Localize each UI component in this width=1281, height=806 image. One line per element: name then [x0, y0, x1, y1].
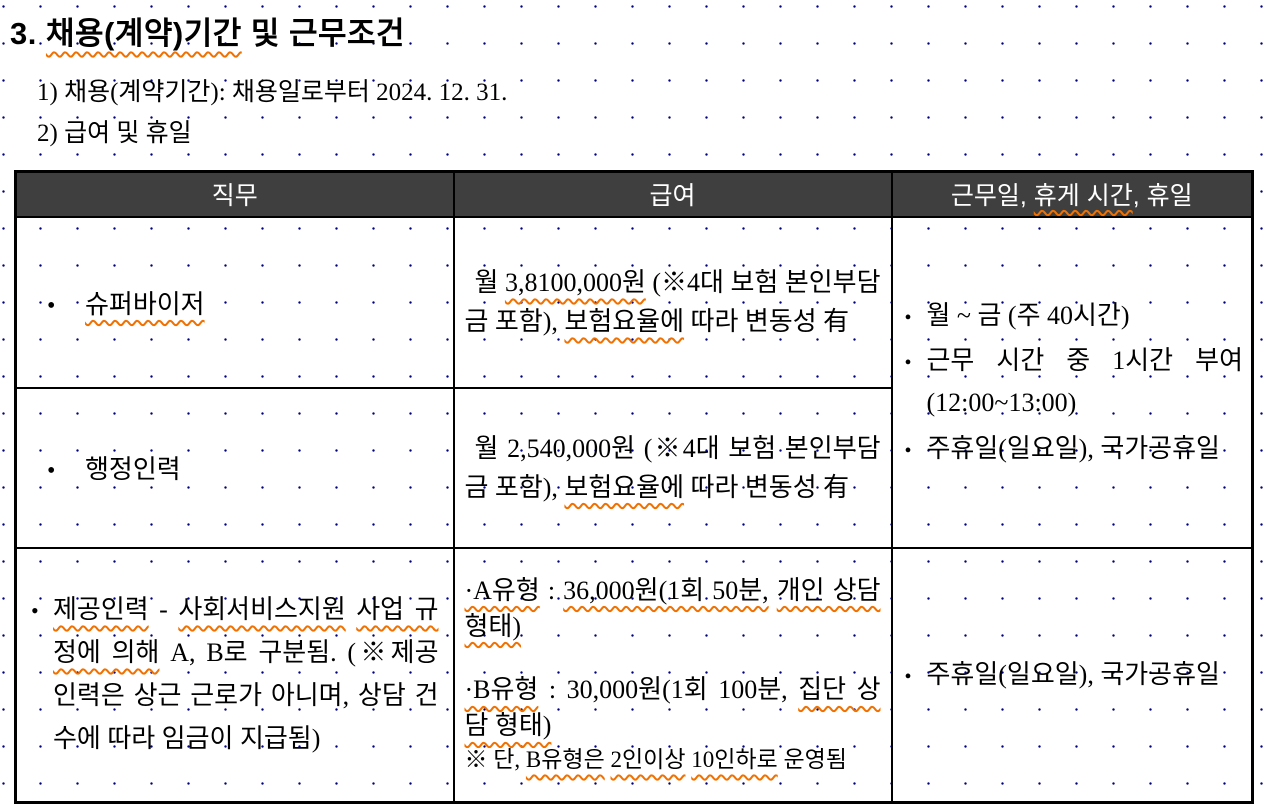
schedule-item-break: 근무 시간 중 1시간 부여(12:00~13:00)	[926, 346, 1244, 417]
intro-line-contract-period: 1) 채용(계약기간): 채용일로부터 2024. 12. 31.	[37, 79, 508, 106]
salary-cell-provider: ·A유형 : 36,000원(1회 50분, 개인 상담 형태) ·B유형 : …	[452, 546, 893, 804]
job-label-admin: 행정인력	[85, 455, 181, 484]
job-label-supervisor: 슈퍼바이저	[85, 289, 205, 319]
schedule-item-holiday: 주휴일(일요일), 국가공휴일	[926, 433, 1220, 463]
salary-text-admin: 월 2,540,000원 (※4대 보험 본인부담금 포함), 보험요율에 따라…	[464, 433, 881, 502]
salary-type-b-note: ※ 단, B유형은 2인이상 10인하로 운영됨	[464, 747, 847, 773]
salary-cell-admin: 월 2,540,000원 (※4대 보험 본인부담금 포함), 보험요율에 따라…	[452, 386, 893, 549]
job-label-provider: 제공인력 - 사회서비스지원 사업 규정에 의해 A, B로 구분됨. (※제공…	[53, 594, 439, 753]
bullet-icon: •	[904, 439, 912, 462]
job-cell-provider: • 제공인력 - 사회서비스지원 사업 규정에 의해 A, B로 구분됨. (※…	[14, 546, 455, 804]
column-header-job: 직무	[14, 170, 455, 218]
schedule-cell-merged: • 월 ~ 금 (주 40시간) • 근무 시간 중 1시간 부여(12:00~…	[890, 215, 1254, 549]
bullet-icon: •	[31, 597, 39, 623]
bullet-icon: •	[904, 306, 912, 329]
table-row-provider: • 제공인력 - 사회서비스지원 사업 규정에 의해 A, B로 구분됨. (※…	[14, 546, 1254, 804]
bullet-icon: •	[47, 292, 56, 319]
salary-type-a: ·A유형 : 36,000원(1회 50분, 개인 상담 형태)	[464, 575, 881, 641]
section-title: 3. 채용(계약)기간 및 근무조건	[10, 16, 406, 51]
salary-text-supervisor: 월 3,8100,000원 (※4대 보험 본인부담금 포함), 보험요율에 따…	[464, 268, 881, 336]
schedule-item-provider-holiday: 주휴일(일요일), 국가공휴일	[926, 659, 1220, 689]
conditions-table: 직무 급여 근무일, 휴게 시간, 휴일 • 슈퍼바이저 월 3,8100,00…	[14, 170, 1254, 804]
table-row-admin: • 행정인력 월 2,540,000원 (※4대 보험 본인부담금 포함), 보…	[14, 386, 1253, 549]
table-header-row: 직무 급여 근무일, 휴게 시간, 휴일	[14, 170, 1254, 218]
column-header-schedule: 근무일, 휴게 시간, 휴일	[890, 170, 1254, 218]
job-cell-admin: • 행정인력	[14, 386, 455, 549]
intro-line-salary-holiday: 2) 급여 및 휴일	[37, 120, 192, 147]
bullet-icon: •	[904, 352, 912, 375]
table-row-supervisor: • 슈퍼바이저 월 3,8100,000원 (※4대 보험 본인부담금 포함),…	[14, 215, 1254, 549]
column-header-salary: 급여	[452, 170, 893, 218]
job-cell-supervisor: • 슈퍼바이저	[14, 215, 455, 389]
schedule-item-workdays: 월 ~ 금 (주 40시간)	[926, 300, 1130, 330]
salary-cell-supervisor: 월 3,8100,000원 (※4대 보험 본인부담금 포함), 보험요율에 따…	[452, 215, 893, 389]
schedule-cell-provider: • 주휴일(일요일), 국가공휴일	[890, 546, 1254, 804]
bullet-icon: •	[904, 665, 912, 688]
bullet-icon: •	[47, 458, 56, 484]
salary-type-b: ·B유형 : 30,000원(1회 100분, 집단 상담 형태)	[464, 675, 881, 741]
